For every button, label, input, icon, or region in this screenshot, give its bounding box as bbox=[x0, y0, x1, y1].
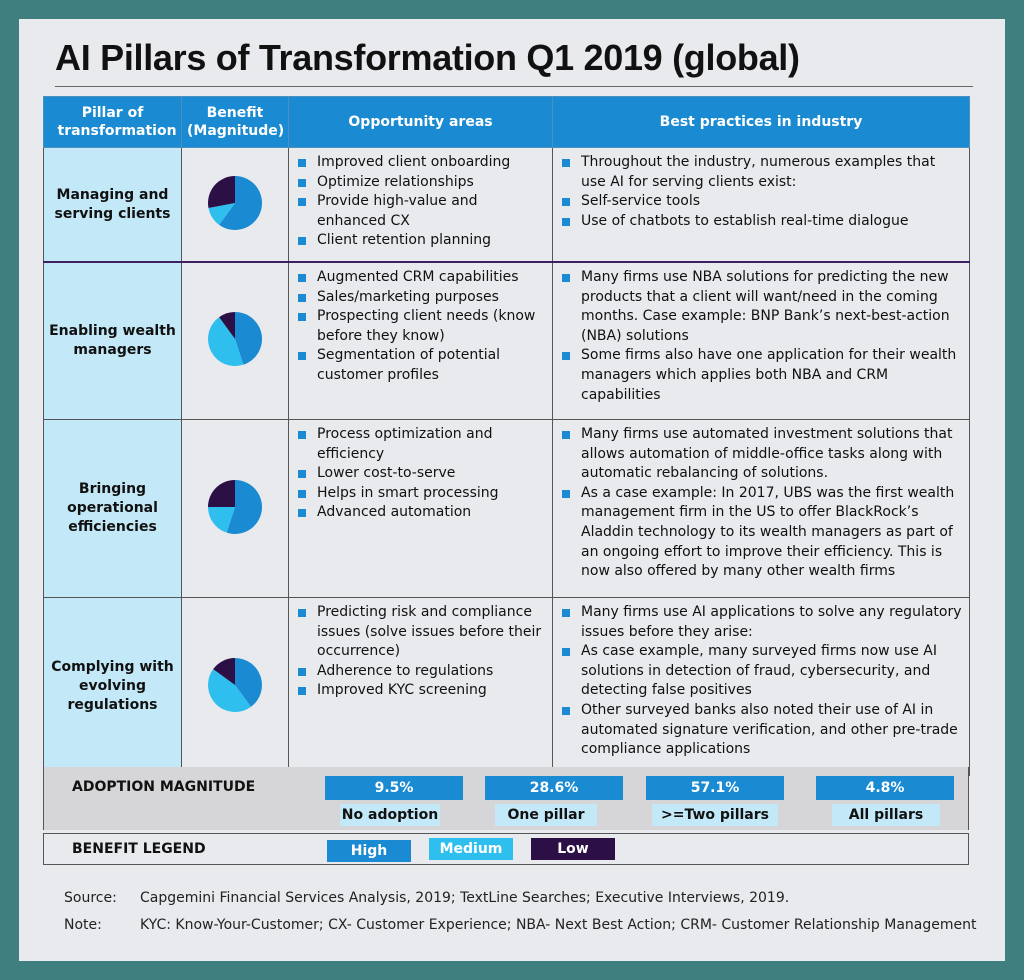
opportunity-item: Optimize relationships bbox=[297, 173, 546, 193]
best-practice-list: Many firms use NBA solutions for predict… bbox=[561, 268, 963, 405]
page-title: AI Pillars of Transformation Q1 2019 (gl… bbox=[55, 37, 800, 78]
pie-slice-high bbox=[235, 312, 263, 365]
best-practice-item: Self-service tools bbox=[561, 192, 963, 212]
best-practice-item: Throughout the industry, numerous exampl… bbox=[561, 153, 963, 192]
best-practice-item: Use of chatbots to establish real-time d… bbox=[561, 212, 963, 232]
opportunity-item: Client retention planning bbox=[297, 231, 546, 251]
pie-slice-medium bbox=[208, 668, 251, 712]
legend-high: High bbox=[327, 840, 411, 862]
pie-slice-low bbox=[219, 312, 235, 339]
benefit-cell bbox=[181, 147, 289, 263]
best-practice-item: Many firms use NBA solutions for predict… bbox=[561, 268, 963, 346]
benefit-cell bbox=[181, 261, 289, 420]
pillar-name: Managing and serving clients bbox=[43, 147, 182, 263]
best-practice-item: Many firms use AI applications to solve … bbox=[561, 603, 963, 642]
pie-slice-medium bbox=[208, 317, 244, 366]
table-body: Managing and serving clients Improved cli… bbox=[43, 147, 970, 776]
source-text: Capgemini Financial Services Analysis, 2… bbox=[140, 890, 790, 906]
best-practice-cell: Many firms use automated investment solu… bbox=[552, 419, 970, 598]
table-row: Managing and serving clients Improved cli… bbox=[43, 147, 970, 263]
benefit-pie-chart bbox=[208, 479, 262, 534]
opportunity-item: Predicting risk and compliance issues (s… bbox=[297, 603, 546, 662]
opportunity-item: Adherence to regulations bbox=[297, 662, 546, 682]
pie-slice-medium bbox=[208, 202, 235, 225]
table-row: Enabling wealth managers Augmented CRM ca… bbox=[43, 261, 970, 420]
pie-slice-low bbox=[213, 657, 235, 685]
opportunity-cell: Predicting risk and compliance issues (s… bbox=[288, 597, 553, 776]
adoption-value-all: 4.8% bbox=[816, 776, 954, 800]
note-key: Note: bbox=[64, 917, 102, 933]
adoption-caption-all: All pillars bbox=[832, 804, 940, 826]
pie-slice-low bbox=[208, 175, 235, 208]
legend-label: BENEFIT LEGEND bbox=[72, 841, 206, 857]
source-line: Source: Capgemini Financial Services Anal… bbox=[64, 890, 789, 906]
best-practice-item: Other surveyed banks also noted their us… bbox=[561, 701, 963, 760]
best-practice-cell: Throughout the industry, numerous exampl… bbox=[552, 147, 970, 263]
best-practice-item: Many firms use automated investment solu… bbox=[561, 425, 963, 484]
table-row: Complying with evolving regulations Predi… bbox=[43, 597, 970, 776]
opportunity-item: Prospecting client needs (know before th… bbox=[297, 307, 546, 346]
pillars-table: Pillar of transformation Benefit (Magnit… bbox=[43, 96, 970, 776]
source-key: Source: bbox=[64, 890, 117, 906]
best-practice-cell: Many firms use AI applications to solve … bbox=[552, 597, 970, 776]
best-practice-list: Many firms use AI applications to solve … bbox=[561, 603, 963, 760]
best-practice-item: Some firms also have one application for… bbox=[561, 346, 963, 405]
opportunity-item: Segmentation of potential customer profi… bbox=[297, 346, 546, 385]
pillar-name: Complying with evolving regulations bbox=[43, 597, 182, 776]
header-pillar: Pillar of transformation bbox=[43, 96, 182, 148]
header-benefit: Benefit (Magnitude) bbox=[181, 96, 289, 148]
pie-slice-high bbox=[226, 479, 262, 534]
pie-slice-low bbox=[208, 479, 235, 507]
adoption-caption-two: >=Two pillars bbox=[652, 804, 778, 826]
opportunity-item: Helps in smart processing bbox=[297, 484, 546, 504]
opportunity-item: Advanced automation bbox=[297, 503, 546, 523]
opportunity-list: Improved client onboarding Optimize relat… bbox=[297, 153, 546, 251]
best-practice-item: As a case example: In 2017, UBS was the … bbox=[561, 484, 963, 582]
header-best-practices: Best practices in industry bbox=[552, 96, 970, 148]
pillar-name: Enabling wealth managers bbox=[43, 261, 182, 420]
benefit-pie-chart bbox=[208, 175, 263, 230]
benefit-pie-chart bbox=[208, 312, 263, 366]
opportunity-item: Improved KYC screening bbox=[297, 681, 546, 701]
note-line: Note: KYC: Know-Your-Customer; CX- Custom… bbox=[64, 917, 976, 933]
adoption-value-none: 9.5% bbox=[325, 776, 463, 800]
best-practice-list: Many firms use automated investment solu… bbox=[561, 425, 963, 582]
opportunity-cell: Process optimization and efficiency Lower… bbox=[288, 419, 553, 598]
legend-medium: Medium bbox=[429, 838, 513, 860]
title-divider bbox=[55, 86, 973, 87]
best-practice-cell: Many firms use NBA solutions for predict… bbox=[552, 261, 970, 420]
best-practice-item: As case example, many surveyed firms now… bbox=[561, 642, 963, 701]
opportunity-list: Process optimization and efficiency Lower… bbox=[297, 425, 546, 523]
opportunity-cell: Augmented CRM capabilities Sales/marketin… bbox=[288, 261, 553, 420]
pie-slice-high bbox=[235, 657, 262, 707]
adoption-value-one: 28.6% bbox=[485, 776, 623, 800]
legend-low: Low bbox=[531, 838, 615, 860]
adoption-caption-none: No adoption bbox=[340, 804, 440, 826]
benefit-pie-chart bbox=[208, 657, 262, 712]
opportunity-cell: Improved client onboarding Optimize relat… bbox=[288, 147, 553, 263]
opportunity-item: Provide high-value and enhanced CX bbox=[297, 192, 546, 231]
opportunity-list: Predicting risk and compliance issues (s… bbox=[297, 603, 546, 701]
adoption-caption-one: One pillar bbox=[495, 804, 597, 826]
table-header-row: Pillar of transformation Benefit (Magnit… bbox=[43, 96, 970, 148]
pie-slice-high bbox=[219, 175, 263, 230]
header-opportunity: Opportunity areas bbox=[288, 96, 553, 148]
pie-slice-medium bbox=[208, 506, 235, 533]
opportunity-item: Sales/marketing purposes bbox=[297, 288, 546, 308]
opportunity-item: Lower cost-to-serve bbox=[297, 464, 546, 484]
note-text: KYC: Know-Your-Customer; CX- Customer Ex… bbox=[140, 917, 977, 933]
best-practice-list: Throughout the industry, numerous exampl… bbox=[561, 153, 963, 231]
table-row: Bringing operational efficiencies Process… bbox=[43, 419, 970, 598]
opportunity-item: Augmented CRM capabilities bbox=[297, 268, 546, 288]
opportunity-item: Process optimization and efficiency bbox=[297, 425, 546, 464]
pillar-name: Bringing operational efficiencies bbox=[43, 419, 182, 598]
adoption-label: ADOPTION MAGNITUDE bbox=[72, 779, 256, 795]
opportunity-list: Augmented CRM capabilities Sales/marketin… bbox=[297, 268, 546, 386]
benefit-cell bbox=[181, 419, 289, 598]
adoption-value-two: 57.1% bbox=[646, 776, 784, 800]
opportunity-item: Improved client onboarding bbox=[297, 153, 546, 173]
benefit-cell bbox=[181, 597, 289, 776]
